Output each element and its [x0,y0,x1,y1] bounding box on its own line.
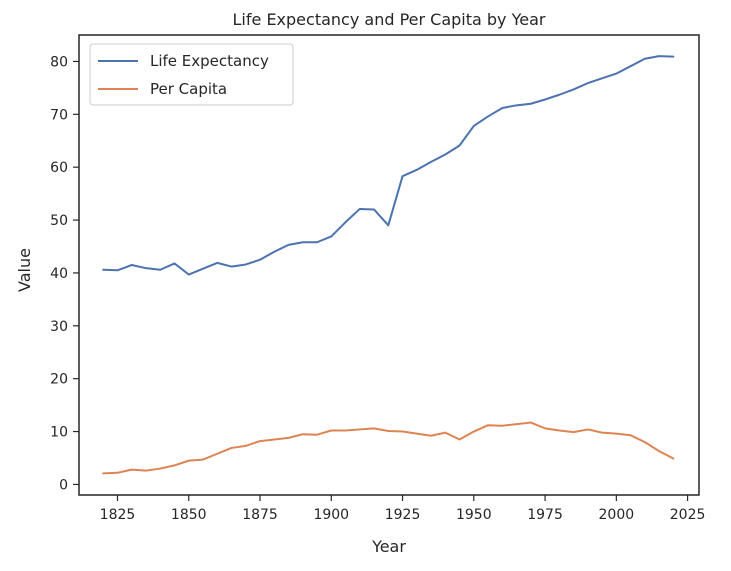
series-line-life-expectancy [102,55,675,276]
legend: Life Expectancy Per Capita [89,43,294,106]
y-tick-label: 50 [50,213,68,229]
x-tick-label: 2025 [670,507,706,523]
series-line-per-capita [102,421,675,475]
x-tick-label: 1900 [313,507,349,523]
x-tick-label: 1825 [100,507,136,523]
legend-label-life-expectancy: Life Expectancy [150,52,269,70]
y-axis-label: Value [15,248,34,292]
x-axis-label: Year [371,537,406,556]
axis-ticks: 1825 1850 1875 1900 1925 1950 1975 2000 2025 0 10 2… [50,54,705,523]
legend-box [89,43,294,106]
x-tick-label: 2000 [599,507,635,523]
y-tick-label: 70 [50,107,68,123]
y-tick-label: 30 [50,319,68,335]
y-tick-label: 20 [50,372,68,388]
plot-area-frame [78,34,700,496]
x-tick-label: 1950 [456,507,492,523]
series-lines [102,55,675,475]
y-tick-label: 40 [50,266,68,282]
y-tick-label: 80 [50,54,68,70]
x-tick-label: 1850 [171,507,207,523]
chart-title: Life Expectancy and Per Capita by Year [233,10,546,29]
x-tick-label: 1975 [527,507,563,523]
y-tick-label: 10 [50,425,68,441]
y-tick-label: 0 [59,477,68,493]
y-tick-label: 60 [50,160,68,176]
x-tick-label: 1925 [385,507,421,523]
x-tick-label: 1875 [242,507,278,523]
legend-label-per-capita: Per Capita [150,80,227,98]
